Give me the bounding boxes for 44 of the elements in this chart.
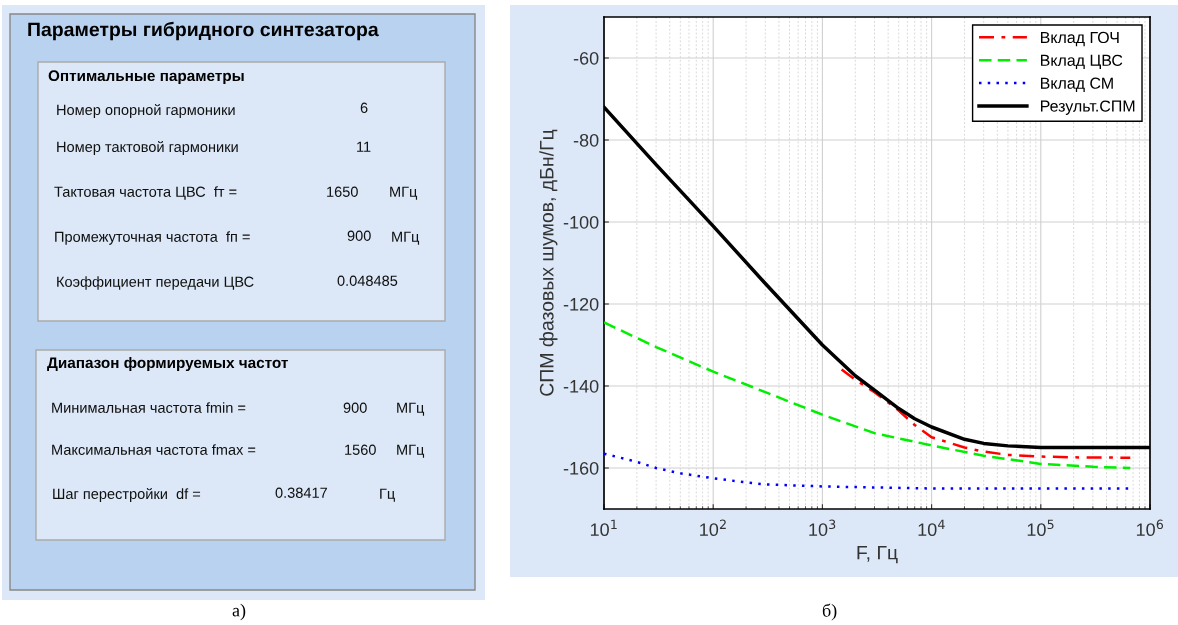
text: МГц: [390, 186, 418, 200]
text: 1650: [327, 186, 358, 197]
y-tick-label: -140: [563, 379, 599, 393]
legend-label: Вклад ЦВС: [1040, 54, 1123, 70]
text: Параметры гибридного синтезатора: [28, 21, 379, 41]
text: Номер опорной гармоники: [57, 104, 235, 118]
text: Оптимальные параметры: [48, 70, 244, 85]
y-axis-title: СПМ фазовых шумов, дБн/Гц: [539, 129, 558, 396]
y-tick-label: -80: [573, 133, 599, 147]
text: Минимальная частота fmin =: [52, 402, 246, 413]
text: 900: [343, 402, 367, 413]
text: 900: [347, 230, 371, 241]
legend-label: Вклад СМ: [1040, 77, 1113, 92]
x-tick-label: 10$^{3}$: [809, 519, 836, 537]
y-tick-label: -60: [573, 51, 599, 65]
text: 0.38417: [275, 487, 327, 498]
text: МГц: [397, 444, 425, 458]
text: Гц: [380, 488, 395, 502]
x-axis-title: F, Гц: [857, 545, 898, 564]
text: МГц: [397, 402, 425, 416]
text: Номер тактовой гармоники: [57, 141, 238, 155]
text: Коэффициент передачи ЦВС: [57, 276, 254, 290]
text: Шаг перестройки df =: [53, 488, 201, 502]
y-tick-label: -120: [563, 297, 599, 311]
text: Промежуточная частота fп =: [55, 231, 250, 245]
x-tick-label: 10$^{5}$: [1027, 519, 1054, 537]
x-tick-label: 10$^{4}$: [918, 519, 945, 537]
y-tick-label: -160: [563, 461, 599, 475]
x-tick-label: 10$^{2}$: [700, 519, 726, 537]
text: 0.048485: [337, 275, 398, 286]
text: 6: [360, 102, 368, 113]
text: б): [822, 603, 837, 621]
text: Максимальная частота fmax =: [52, 444, 256, 455]
legend-label: Результ.СПМ: [1040, 100, 1135, 115]
x-tick-label: 10$^{1}$: [590, 519, 617, 537]
y-tick-label: -100: [563, 215, 599, 229]
text: 11: [357, 141, 371, 152]
text: 1560: [345, 444, 376, 455]
legend-label: Вклад ГОЧ: [1040, 31, 1119, 47]
text: Тактовая частота ЦВС fт =: [54, 186, 237, 200]
text: а): [232, 603, 246, 621]
text: Диапазон формируемых частот: [47, 356, 288, 372]
text: МГц: [392, 231, 420, 245]
x-tick-label: 10$^{6}$: [1136, 519, 1164, 537]
